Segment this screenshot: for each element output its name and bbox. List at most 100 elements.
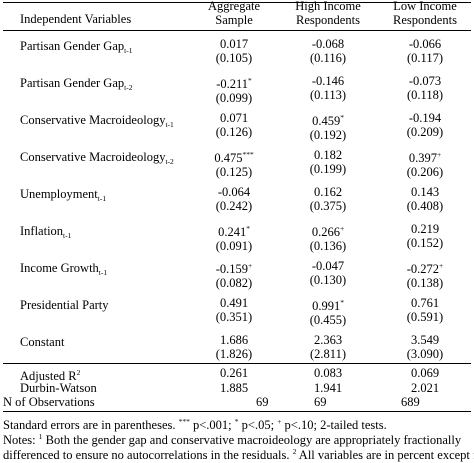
significance-marker: *** <box>242 150 254 159</box>
row-label: Unemploymentt-1 <box>20 187 106 206</box>
row-label-subscript: t-1 <box>124 46 133 55</box>
standard-error: (0.209) <box>406 125 444 139</box>
stat-label-text: Durbin-Watson <box>20 381 97 395</box>
stat-value: 689 <box>401 395 420 409</box>
coefficient-cell: -0.066 (0.117) <box>375 37 474 65</box>
note-text: p<.001; <box>189 418 235 432</box>
significance-marker: * <box>248 76 252 85</box>
coefficient-value: 0.219 <box>410 222 440 236</box>
row-label-subscript: t-2 <box>124 83 133 92</box>
header-low-income-line2: Respondents <box>393 13 457 27</box>
standard-error: (0.192) <box>309 128 347 142</box>
coefficient-cell: -0.194 (0.209) <box>375 111 474 139</box>
standard-error: (0.206) <box>406 165 444 179</box>
stat-label-text: N of Observations <box>3 395 95 409</box>
header-rule <box>3 30 471 31</box>
note-sup: 2 <box>292 447 297 456</box>
standard-error: (0.099) <box>215 91 253 105</box>
header-high-income-line1: High Income <box>295 0 361 13</box>
note-text: p<.10; 2-tailed tests. <box>281 418 387 432</box>
stat-value: 0.069 <box>410 366 440 380</box>
significance-note: Standard errors are in parentheses. *** … <box>3 414 387 433</box>
row-label-subscript: t-1 <box>165 120 174 129</box>
coefficient-cell: -0.272+ (0.138) <box>375 259 474 290</box>
stat-value: 0.261 <box>219 366 249 380</box>
header-high-income-line2: Respondents <box>296 13 360 27</box>
coefficient-value: 0.143 <box>410 185 440 199</box>
coefficient-value: -0.159 <box>215 262 249 276</box>
note-sup: + <box>277 417 282 426</box>
coefficient-cell: -0.068 (0.116) <box>283 37 373 65</box>
row-label-text: Partisan Gender Gap <box>20 39 125 53</box>
standard-error: (0.117) <box>407 51 443 65</box>
coefficient-cell: 0.017 (0.105) <box>197 37 271 65</box>
coefficient-value: 0.162 <box>313 185 343 199</box>
coefficient-value: 0.182 <box>313 148 343 162</box>
coefficient-value: 2.363 <box>313 333 343 347</box>
row-label-text: Constant <box>20 335 65 349</box>
table-top-rule <box>3 2 471 3</box>
coefficient-value: 0.017 <box>219 37 249 51</box>
coefficient-value: -0.068 <box>311 37 345 51</box>
note-text: Both the gender gap and conservative mac… <box>42 433 462 447</box>
standard-error: (0.116) <box>310 51 346 65</box>
table-bottom-rule <box>3 411 471 412</box>
stat-label-text: Adjusted R <box>20 369 77 383</box>
significance-marker: * <box>246 224 250 233</box>
note-sup: * <box>234 417 239 426</box>
stat-label-superscript: 2 <box>76 368 81 377</box>
standard-error: (0.199) <box>309 162 347 176</box>
standard-error: (0.130) <box>309 273 347 287</box>
note-text: Notes: <box>3 433 39 447</box>
significance-marker: + <box>436 150 442 159</box>
row-label-text: Unemployment <box>20 187 98 201</box>
row-label-text: Inflation <box>20 224 64 238</box>
standard-error: (0.136) <box>309 239 347 253</box>
header-high-income: High Income Respondents <box>283 0 373 27</box>
row-label: Partisan Gender Gapt-2 <box>20 76 132 95</box>
coefficient-cell: 0.182 (0.199) <box>283 148 373 176</box>
header-aggregate-line1: Aggregate <box>207 0 261 13</box>
row-label-text: Conservative Macroideology <box>20 150 166 164</box>
standard-error: (0.091) <box>215 239 253 253</box>
coefficient-cell: 0.491 (0.351) <box>197 296 271 324</box>
coefficient-value: 0.071 <box>219 111 249 125</box>
coefficient-value: 0.761 <box>410 296 440 310</box>
standard-error: (0.082) <box>215 276 253 290</box>
row-label-subscript: t-1 <box>97 194 107 203</box>
stats-rule <box>3 363 471 364</box>
header-aggregate-line2: Sample <box>215 13 253 27</box>
row-label: Inflationt-1 <box>20 224 71 243</box>
coefficient-cell: -0.073 (0.118) <box>375 74 474 102</box>
row-label-text: Conservative Macroideology <box>20 113 166 127</box>
coefficient-value: 0.475 <box>214 151 243 165</box>
standard-error: (0.138) <box>406 276 444 290</box>
coefficient-value: -0.047 <box>311 259 345 273</box>
coefficient-value: 0.266 <box>311 225 340 239</box>
coefficient-cell: 1.686 (1.826) <box>197 333 271 361</box>
stat-value: 0.083 <box>313 366 343 380</box>
row-label-subscript: t-1 <box>63 231 72 240</box>
coefficient-cell: 0.219 (0.152) <box>375 222 474 250</box>
standard-error: (0.152) <box>406 236 444 250</box>
standard-error: (1.826) <box>215 347 253 361</box>
coefficient-value: 0.459 <box>312 114 341 128</box>
coefficient-cell: 0.143 (0.408) <box>375 185 474 213</box>
header-independent-variables: Independent Variables <box>20 12 132 26</box>
row-label: Presidential Party <box>20 298 109 312</box>
coefficient-cell: 0.475*** (0.125) <box>197 148 271 179</box>
significance-marker: + <box>439 261 444 270</box>
stat-value: 2.021 <box>410 381 440 395</box>
note-text: All variables are in percent except for <box>296 448 474 462</box>
coefficient-value: -0.073 <box>408 74 442 88</box>
stat-value: 69 <box>314 395 327 409</box>
coefficient-cell: 0.459* (0.192) <box>283 111 373 142</box>
significance-marker: + <box>339 224 345 233</box>
note-text: p<.05; <box>238 418 278 432</box>
coefficient-value: 3.549 <box>410 333 440 347</box>
note-sup: 1 <box>38 432 43 441</box>
coefficient-value: 1.686 <box>219 333 249 347</box>
coefficient-value: 0.491 <box>219 296 249 310</box>
coefficient-cell: 3.549 (3.090) <box>375 333 474 361</box>
coefficient-cell: -0.146 (0.113) <box>283 74 373 102</box>
